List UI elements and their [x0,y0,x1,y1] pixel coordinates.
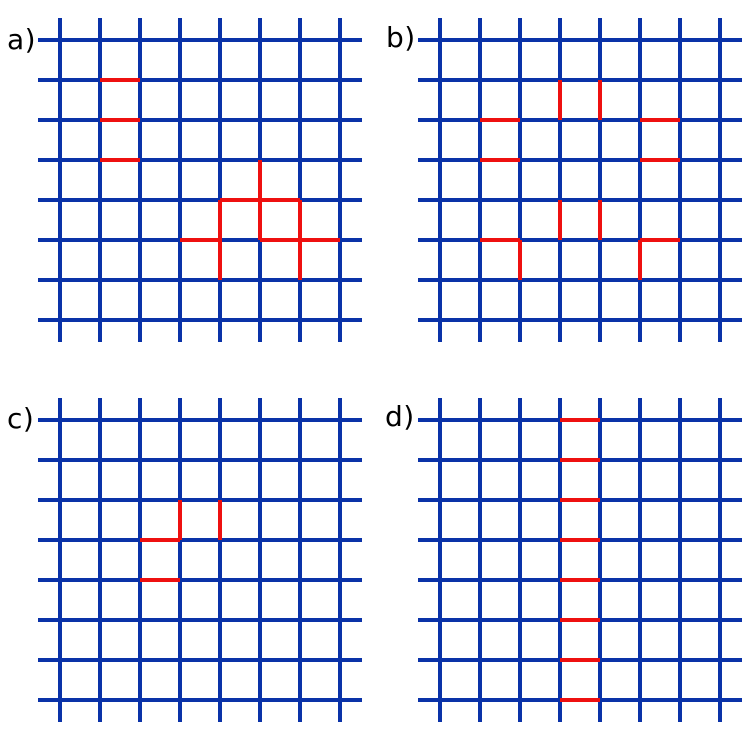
panel-d-grid [418,398,742,722]
panel-label-d: d) [385,400,415,433]
panel-b-grid [418,18,742,342]
panel-label-b: b) [386,21,416,54]
panel-label-a: a) [7,23,37,56]
panel-a-grid [38,18,362,342]
panel-label-c: c) [7,402,35,435]
panel-c-grid [38,398,362,722]
